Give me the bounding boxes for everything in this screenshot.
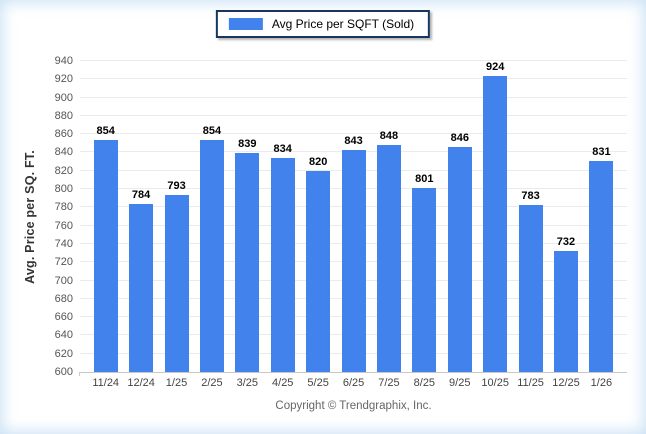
bar-cell: 839 [230, 61, 265, 372]
x-tick-label: 12/24 [127, 377, 155, 389]
bar-value-label: 801 [415, 173, 434, 186]
y-tick-label: 780 [54, 201, 73, 214]
bar-value-label: 846 [450, 131, 469, 144]
y-tick-label: 660 [54, 311, 73, 324]
x-tick-label: 6/25 [342, 377, 365, 389]
gridline [80, 96, 627, 98]
x-axis-labels: 11/24 12/24 1/25 2/25 3/25 4/25 5/25 6/25 7/25 8/… [80, 377, 627, 389]
y-tick-label: 900 [54, 91, 73, 104]
gridline [80, 60, 627, 61]
gridline [80, 78, 627, 80]
bar-7/25: 848 [376, 130, 401, 372]
bar-10/25: 924 [483, 61, 508, 372]
x-tick-label: 12/25 [552, 377, 580, 389]
y-tick-label: 740 [54, 237, 73, 250]
y-tick-label: 700 [54, 274, 73, 287]
bar-1/26: 831 [589, 146, 614, 372]
bar-6/25: 843 [341, 135, 366, 372]
x-tick-label: 1/25 [165, 377, 188, 389]
bar-1/25: 793 [164, 180, 189, 372]
bar-value-label: 793 [167, 180, 186, 193]
y-tick-label: 920 [54, 73, 73, 86]
y-tick-label: 680 [54, 292, 73, 305]
x-tick-label: 2/25 [201, 377, 223, 389]
bar-value-label: 848 [379, 130, 399, 143]
bar-cell: 848 [371, 61, 406, 372]
bar-12/25: 732 [553, 236, 578, 372]
y-tick-label: 820 [54, 164, 73, 177]
x-tick-label: 8/25 [413, 377, 436, 389]
x-tick-label: 11/25 [517, 377, 544, 389]
x-tick-label: 10/25 [481, 377, 509, 389]
y-tick-label: 720 [54, 256, 73, 269]
bar-cell: 732 [548, 61, 583, 372]
bar-value-label: 783 [521, 189, 540, 202]
x-tick-label: 9/25 [449, 377, 471, 389]
bar-cell: 854 [194, 61, 229, 372]
y-tick-label: 600 [54, 366, 73, 378]
bar-5/25: 820 [306, 156, 331, 372]
bar-value-label: 854 [202, 124, 222, 137]
bar-value-label: 784 [131, 188, 151, 201]
legend: Avg Price per SQFT (Sold) [215, 10, 431, 38]
bars-row: 854 784 793 854 839 834 820 843 848 801 846 924 783 7… [80, 61, 627, 372]
bar-value-label: 732 [556, 236, 576, 249]
bar-cell: 801 [407, 61, 442, 372]
bar-cell: 834 [265, 61, 300, 372]
bar-value-label: 843 [344, 134, 363, 147]
y-tick-label: 880 [54, 109, 73, 122]
bar-cell: 854 [88, 61, 123, 372]
y-tick-label: 620 [54, 347, 73, 360]
bar-cell: 843 [336, 61, 371, 372]
bar-value-label: 820 [308, 155, 328, 168]
bar-9/25: 846 [447, 132, 472, 372]
x-tick-label: 3/25 [236, 377, 259, 389]
legend-label: Avg Price per SQFT (Sold) [271, 17, 415, 31]
bar-value-label: 924 [485, 60, 505, 73]
y-tick-label: 840 [54, 146, 73, 159]
bar-8/25: 801 [412, 173, 437, 372]
bar-cell: 820 [300, 61, 335, 372]
bar-cell: 784 [123, 61, 158, 372]
bar-12/24: 784 [129, 189, 154, 372]
y-tick-label: 860 [54, 128, 73, 141]
y-axis-title: Avg. Price per SQ. FT. [23, 150, 37, 284]
y-tick-label: 760 [54, 219, 73, 232]
bar-cell: 793 [159, 61, 194, 372]
bar-2/25: 854 [199, 125, 224, 372]
gridline [80, 133, 627, 135]
x-tick-label: 11/24 [92, 377, 120, 389]
bar-cell: 846 [442, 61, 477, 372]
x-tick-label: 5/25 [307, 377, 329, 389]
x-tick-label: 4/25 [272, 377, 294, 389]
x-tick-label: 1/26 [590, 377, 613, 389]
bar-cell: 783 [513, 61, 548, 372]
bar-cell: 831 [584, 61, 619, 372]
copyright-text: Copyright © Trendgraphix, Inc. [275, 400, 432, 412]
legend-swatch-icon [228, 18, 263, 30]
gridline [80, 114, 627, 116]
y-tick-label: 640 [54, 329, 73, 342]
bar-value-label: 839 [238, 138, 257, 151]
bar-3/25: 839 [235, 138, 260, 372]
x-axis-left-tick [79, 372, 80, 376]
bar-value-label: 834 [273, 142, 292, 155]
x-tick-label: 7/25 [378, 377, 400, 389]
y-tick-label: 800 [54, 183, 73, 196]
y-tick-label: 940 [54, 55, 73, 67]
bar-4/25: 834 [270, 143, 295, 372]
bar-11/25: 783 [518, 190, 543, 372]
bar-value-label: 854 [96, 124, 115, 137]
bar-11/24: 854 [93, 125, 118, 372]
plot-area: 940 920 900 880 860 840 820 800 780 760 740 720 700 6… [55, 55, 627, 389]
bar-value-label: 831 [592, 145, 611, 158]
bar-cell: 924 [477, 61, 512, 372]
